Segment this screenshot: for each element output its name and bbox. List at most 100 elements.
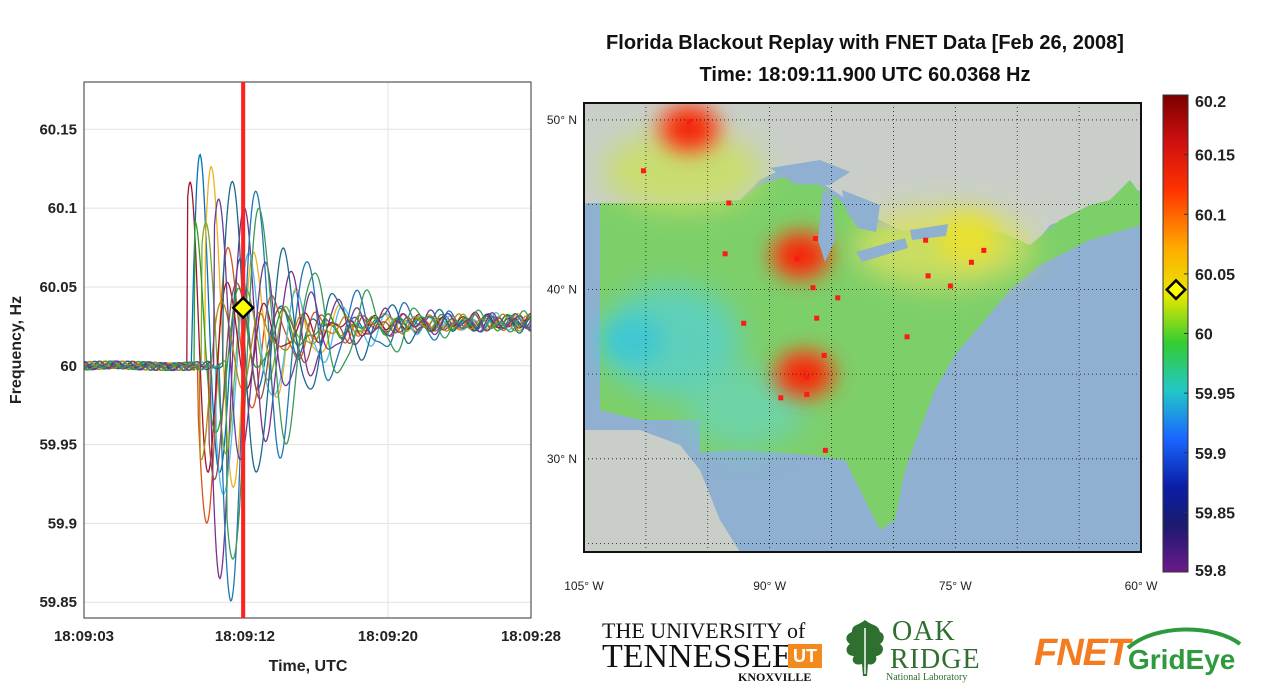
fnet-sensor-marker: [904, 334, 910, 340]
ut-logo-mark: UT: [788, 644, 822, 668]
map-lat-tick-label: 40° N: [547, 282, 577, 296]
map-lon-tick-label: 75° W: [939, 579, 972, 593]
colorbar-tick-label: 59.95: [1195, 386, 1235, 403]
ut-logo-line2: TENNESSEE: [602, 638, 793, 675]
oak-ridge-logo: OAK RIDGE National Laboratory: [842, 616, 1002, 686]
y-tick-label: 59.9: [48, 515, 77, 532]
y-tick-label: 60.1: [48, 200, 77, 217]
frequency-series-line: [84, 207, 531, 560]
colorbar-tick-label: 60.15: [1195, 148, 1235, 165]
map-lat-tick-label: 50° N: [547, 113, 577, 127]
map-hotspot-layer: [603, 104, 998, 399]
oak-leaf-icon: [846, 620, 884, 676]
y-tick-label: 60.05: [39, 279, 77, 296]
title-line-2: Time: 18:09:11.900 UTC 60.0368 Hz: [699, 64, 1031, 86]
frequency-series-line: [84, 198, 531, 461]
fnet-sensor-marker: [804, 391, 810, 397]
colorbar: 60.2 60.15 60.1 60.05 60 59.95 59.9 59.85 59.8: [1162, 94, 1235, 580]
y-tick-label: 59.95: [39, 437, 77, 454]
ornl-logo-line2: RIDGE: [890, 644, 981, 675]
fnet-sensor-marker: [640, 168, 646, 174]
map-frame: [583, 102, 1142, 553]
colorbar-ticks: 60.2 60.15 60.1 60.05 60 59.95 59.9 59.85 59.8: [1184, 94, 1235, 580]
map-hotspot-core: [788, 245, 813, 266]
fnet-sensor-marker: [814, 315, 820, 321]
ut-logo-line3: KNOXVILLE: [738, 670, 812, 684]
map-hotspot-core: [677, 118, 702, 139]
map-lon-tick-label: 60° W: [1125, 579, 1158, 593]
colorbar-tick-label: 59.85: [1195, 505, 1235, 522]
colorbar-current-marker: [1165, 278, 1187, 301]
map-sensors: [640, 119, 987, 453]
line-chart-y-ticks: 60.15 60.1 60.05 60 59.95 59.9 59.85: [39, 121, 77, 611]
colorbar-tick-label: 60.2: [1195, 94, 1226, 111]
map-lat-ticks: 50° N 40° N 30° N: [547, 113, 577, 466]
map-lon-tick-label: 105° W: [564, 579, 604, 593]
line-chart-x-ticks: 18:09:03 18:09:12 18:09:20 18:09:28: [54, 628, 561, 645]
fnet-sensor-marker: [821, 352, 827, 358]
line-chart-y-label: Frequency, Hz: [8, 296, 25, 404]
map-hotspot: [603, 316, 664, 365]
colorbar-tick-label: 59.8: [1195, 563, 1226, 580]
fnet-logo-part1: FNET: [1034, 632, 1130, 674]
fnet-sensor-marker: [722, 251, 728, 257]
colorbar-tick-label: 59.9: [1195, 446, 1226, 463]
y-tick-label: 60: [60, 358, 77, 375]
fnet-logo-part2: GridEye: [1128, 644, 1236, 675]
y-tick-label: 59.85: [39, 594, 77, 611]
fnet-sensor-marker: [925, 273, 931, 279]
fnet-sensor-marker: [835, 295, 841, 301]
map-lake-superior: [770, 160, 850, 185]
fnet-sensor-marker: [812, 236, 818, 242]
fnet-grideye-logo: FNET GridEye: [1034, 622, 1244, 678]
fnet-sensor-marker: [968, 259, 974, 265]
map-heat-blob: [600, 285, 741, 396]
line-chart-x-label: Time, UTC: [269, 658, 348, 675]
map-lake-huron: [842, 190, 880, 232]
map-lake-michigan: [818, 190, 835, 262]
fnet-sensor-marker: [822, 447, 828, 453]
frequency-map: 50° N 40° N 30° N 105° W 90° W 75° W 60° W: [547, 102, 1158, 593]
fnet-sensor-marker: [947, 283, 953, 289]
x-tick-label: 18:09:03: [54, 628, 114, 645]
map-grid: [584, 103, 1141, 552]
x-tick-label: 18:09:20: [358, 628, 418, 645]
map-mexico-land: [584, 430, 740, 552]
title-line-1: Florida Blackout Replay with FNET Data […: [606, 32, 1124, 54]
fnet-sensor-marker: [778, 395, 784, 401]
fnet-sensor-marker: [686, 119, 692, 125]
ornl-logo-line3: National Laboratory: [886, 672, 968, 683]
colorbar-tick-label: 60.1: [1195, 207, 1226, 224]
line-chart-frame: [83, 81, 532, 619]
fnet-sensor-marker: [804, 374, 810, 380]
x-tick-label: 18:09:28: [501, 628, 561, 645]
current-value-marker: [231, 296, 255, 320]
fnet-sensor-marker: [810, 285, 816, 291]
fnet-sensor-marker: [741, 320, 747, 326]
ornl-logo-line1: OAK: [892, 616, 956, 647]
map-lake-ontario: [910, 224, 948, 240]
map-hotspot: [937, 214, 998, 263]
fnet-sensor-marker: [923, 237, 929, 243]
colorbar-gradient: [1162, 94, 1189, 573]
colorbar-tick-label: 60: [1195, 327, 1213, 344]
map-lat-tick-label: 30° N: [547, 452, 577, 466]
fnet-sensor-marker: [981, 247, 987, 253]
map-lake-erie: [856, 238, 908, 262]
map-lon-tick-label: 90° W: [753, 579, 786, 593]
map-heat-blob: [603, 130, 764, 211]
y-tick-label: 60.15: [39, 121, 77, 138]
map-lon-ticks: 105° W 90° W 75° W 60° W: [564, 579, 1158, 593]
line-chart-series-group: [84, 153, 531, 602]
colorbar-tick-label: 60.05: [1195, 267, 1235, 284]
university-of-tennessee-logo: THE UNIVERSITY of TENNESSEE UT KNOXVILLE: [602, 618, 824, 686]
x-tick-label: 18:09:12: [215, 628, 275, 645]
fnet-sensor-marker: [726, 200, 732, 206]
fnet-arc-icon: [1126, 627, 1242, 650]
frequency-line-chart: 18:09:03 18:09:12 18:09:20 18:09:28 60.1560…: [8, 81, 561, 675]
ut-logo-line1: THE UNIVERSITY of: [602, 618, 806, 643]
line-chart-background: [84, 82, 531, 618]
fnet-sensor-marker: [794, 256, 800, 262]
